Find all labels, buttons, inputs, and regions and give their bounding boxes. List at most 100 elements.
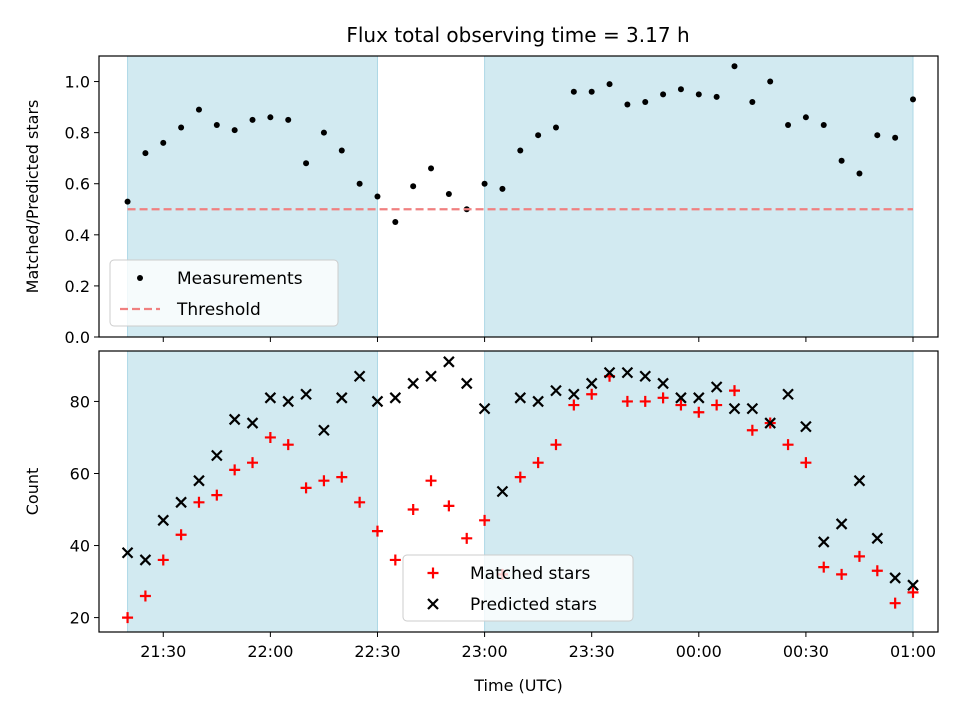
predicted-stars-point [817,536,830,548]
matched-stars-point [532,457,544,469]
predicted-stars-point [389,392,402,404]
predicted-stars-point [514,392,527,404]
predicted-stars-point [157,514,170,527]
measurement-point [749,98,756,105]
measurement-point [267,114,274,121]
matched-stars-point [907,586,919,598]
x-axis-label: Time (UTC) [473,676,562,695]
observing-interval-band [484,55,914,338]
measurement-point [303,160,310,167]
matched-stars-point [354,496,366,508]
matched-stars-point [407,504,419,516]
measurement-point [731,63,738,70]
measurement-point [677,86,684,93]
y-tick-label: 1.0 [65,73,90,92]
predicted-stars-point [460,377,473,390]
y-tick-label: 20 [70,609,90,628]
measurement-point [802,114,809,121]
x-tick-label: 22:00 [247,642,293,661]
matched-stars-point [229,464,241,476]
matched-stars-point [139,590,151,602]
y-tick-label: 0.2 [65,277,90,296]
predicted-stars-point [657,377,669,390]
matched-stars-point [318,475,330,487]
measurement-point [910,96,917,103]
matched-stars-point [800,457,812,469]
measurement-point [660,91,667,98]
predicted-stars-point [478,402,491,415]
measurement-point [874,132,881,139]
legend-box [402,554,634,622]
predicted-stars-point [371,395,384,408]
predicted-stars-point [496,485,509,498]
predicted-stars-point [871,532,884,545]
measurement-point [535,132,542,139]
measurement-point [624,101,631,108]
predicted-stars-point [300,388,312,401]
measurement-point [838,157,845,164]
predicted-stars-point [211,449,223,462]
measurement-point [410,183,417,190]
measurement-point [356,180,363,187]
matched-stars-point [836,568,848,580]
legend-marker-swatch [137,275,143,281]
measurement-point [606,81,613,88]
y-axis-label: Matched/Predicted stars [23,100,42,294]
predicted-stars-point [889,572,901,584]
measurement-point [856,170,863,177]
legend-label: Measurements [177,269,303,289]
legend: Matched stars Predicted stars [402,554,634,622]
matched-stars-point [461,532,473,544]
matched-stars-point [443,500,455,512]
predicted-stars-point [139,554,152,566]
measurement-point [695,91,702,98]
y-tick-label: 0.0 [65,328,90,347]
measurement-point [195,106,202,113]
predicted-stars-point [853,474,866,487]
measurement-point [570,88,577,95]
matched-stars-point [425,475,437,487]
measurement-point [892,134,899,141]
legend-box [109,259,339,327]
predicted-stars-point [443,356,455,368]
matched-stars-point [300,482,312,494]
matched-stars-point [728,385,740,397]
predicted-stars-point [835,518,848,530]
predicted-stars-point [228,413,241,426]
y-tick-label: 80 [70,392,90,411]
predicted-stars-point [175,496,187,509]
measurement-point [142,150,149,157]
predicted-stars-point [746,402,759,415]
measurement-point [785,121,792,128]
x-tick-label: 00:00 [676,642,722,661]
ratio-panel: 0.0 0.2 0.4 0.6 0.8 1.0 Matched/Predicted star… [23,55,939,347]
matched-stars-point [247,457,259,469]
chart-title: Flux total observing time = 3.17 h [346,23,689,47]
measurement-point [820,121,827,128]
measurement-point [374,193,381,200]
y-tick-label: 0.6 [65,175,90,194]
legend-label: Threshold [176,300,261,320]
matched-stars-point [211,489,223,501]
measurement-point [160,139,167,146]
predicted-stars-point [425,370,437,382]
matched-stars-point [157,554,169,566]
predicted-stars-point [585,377,598,390]
measurement-point [338,147,345,154]
measurement-point [249,116,256,123]
predicted-stars-point [800,420,812,433]
y-axis-label: Count [23,468,42,516]
matched-stars-point [639,395,651,407]
x-tick-label: 21:30 [140,642,186,661]
matched-stars-point [479,514,491,526]
matched-stars-point [818,561,830,573]
y-tick-label: 0.8 [65,124,90,143]
matched-stars-point [550,439,562,451]
predicted-stars-point [550,384,562,397]
matched-stars-point [282,439,294,451]
predicted-stars-point [710,381,723,393]
predicted-stars-point [264,392,277,404]
matched-stars-point [675,399,687,411]
matched-stars-point [621,395,633,407]
legend-marker-swatch [427,598,439,610]
